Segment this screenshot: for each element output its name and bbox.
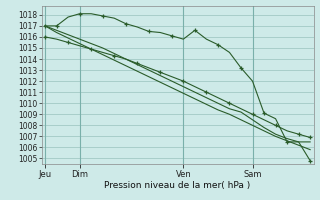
X-axis label: Pression niveau de la mer( hPa ): Pression niveau de la mer( hPa ) bbox=[104, 181, 251, 190]
